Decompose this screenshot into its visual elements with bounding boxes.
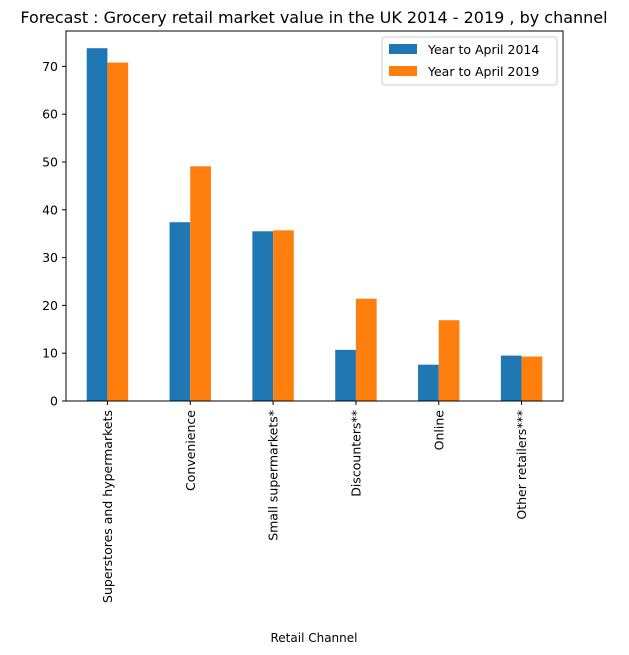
x-tick-label-3: Discounters** [348, 410, 363, 497]
y-tick-label-3: 30 [42, 250, 58, 265]
bar-series-1-category-2 [273, 230, 294, 401]
bar-series-0-category-4 [418, 364, 439, 401]
y-tick-label-2: 20 [42, 298, 58, 313]
y-tick-label-0: 0 [50, 394, 58, 409]
y-tick-label-7: 70 [42, 59, 58, 74]
bar-series-0-category-3 [335, 349, 356, 401]
legend-swatch-2019 [389, 66, 417, 76]
legend-swatch-2014 [389, 44, 417, 54]
legend-label-2019: Year to April 2019 [427, 64, 539, 79]
chart-title: Forecast : Grocery retail market value i… [20, 8, 607, 27]
x-tick-label-4: Online [431, 410, 446, 451]
bar-series-0-category-5 [500, 355, 522, 401]
x-axis-label: Retail Channel [271, 631, 358, 645]
bar-series-1-category-4 [438, 320, 460, 401]
x-tick-label-1: Convenience [183, 410, 198, 491]
bar-series-0-category-1 [169, 222, 191, 401]
y-axis: 0 10 20 30 40 50 60 70 [42, 59, 66, 409]
x-tick-label-0: Superstores and hypermarkets [100, 410, 115, 603]
y-tick-label-5: 50 [42, 154, 58, 169]
bar-series-1-category-3 [355, 298, 377, 401]
y-tick-label-1: 10 [42, 346, 58, 361]
legend: Year to April 2014 Year to April 2019 [381, 36, 558, 86]
x-tick-label-5: Other retailers*** [514, 410, 529, 520]
y-tick-label-4: 40 [42, 202, 58, 217]
bar-series-0-category-2 [252, 231, 274, 401]
x-tick-label-2: Small supermarkets* [266, 410, 281, 541]
y-tick-label-6: 60 [42, 107, 58, 122]
legend-label-2014: Year to April 2014 [427, 42, 539, 57]
x-axis: Superstores and hypermarkets Convenience S… [100, 401, 529, 603]
bar-series-0-category-0 [86, 48, 108, 402]
plot-frame [65, 30, 564, 402]
bar-series-1-category-0 [107, 62, 129, 402]
bar-series-1-category-5 [521, 356, 543, 401]
bar-series-1-category-1 [190, 166, 211, 401]
legend-box [381, 36, 558, 86]
bars-group [86, 48, 543, 402]
